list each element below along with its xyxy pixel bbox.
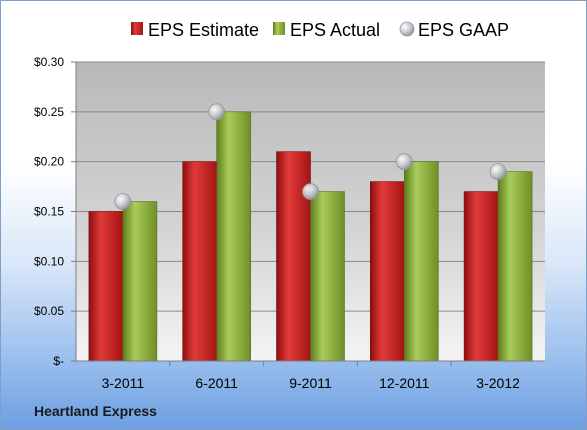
x-axis: 3-2011 6-2011 9-2011 12-2011 3-2012: [76, 360, 545, 391]
bar-eps-actual: [403, 161, 439, 362]
y-axis: $- $0.05 $0.10 $0.15 $0.20 $0.25 $0.30: [34, 55, 77, 368]
y-tick-label: $0.20: [34, 155, 64, 169]
legend-swatch-estimate: [131, 22, 143, 35]
bar-eps-actual: [216, 111, 251, 362]
y-tick-label: $-: [53, 354, 64, 368]
bar-eps-estimate: [369, 181, 405, 362]
bar-eps-estimate: [276, 151, 311, 362]
x-category-label: 3-2012: [476, 375, 520, 391]
bar-eps-estimate: [182, 161, 217, 362]
legend-label-estimate: EPS Estimate: [148, 20, 259, 40]
y-tick-label: $0.15: [34, 205, 64, 219]
legend-swatch-gaap: [399, 21, 415, 37]
y-tick-label: $0.10: [34, 254, 64, 268]
bar-eps-estimate: [463, 191, 499, 362]
marker-eps-gaap: [114, 193, 132, 210]
marker-eps-gaap: [208, 103, 226, 121]
legend: EPS Estimate EPS Actual EPS GAAP: [131, 20, 509, 40]
x-category-label: 9-2011: [289, 375, 332, 391]
marker-eps-gaap: [395, 153, 413, 171]
bar-eps-estimate: [88, 211, 124, 362]
y-tick-label: $0.25: [34, 105, 64, 119]
bars: [88, 111, 533, 362]
y-tick-label: $0.30: [34, 55, 64, 69]
gaap-markers: [114, 103, 507, 210]
bar-eps-actual: [310, 191, 345, 362]
bar-eps-actual: [122, 201, 158, 362]
legend-swatch-actual: [273, 22, 285, 35]
x-category-label: 3-2011: [102, 375, 145, 391]
legend-label-gaap: EPS GAAP: [418, 20, 509, 40]
bar-eps-actual: [497, 171, 533, 362]
y-tick-label: $0.05: [34, 304, 64, 318]
marker-eps-gaap: [489, 163, 507, 181]
company-name: Heartland Express: [34, 403, 157, 419]
marker-eps-gaap: [302, 183, 319, 200]
legend-label-actual: EPS Actual: [290, 20, 380, 40]
x-category-label: 6-2011: [195, 375, 238, 391]
x-category-label: 12-2011: [379, 375, 430, 391]
